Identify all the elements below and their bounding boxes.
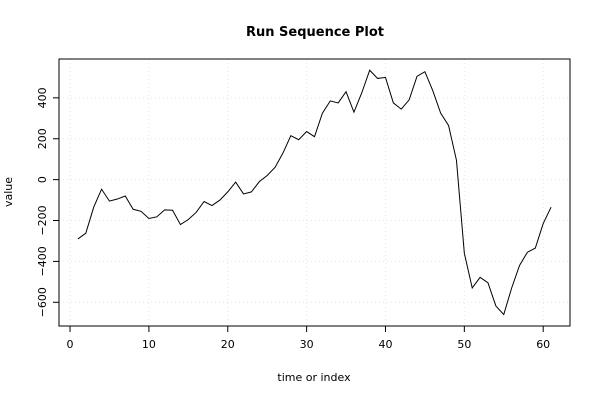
x-tick-label: 60 — [536, 338, 550, 351]
chart-title: Run Sequence Plot — [246, 25, 384, 40]
x-tick-label: 30 — [300, 338, 314, 351]
y-tick-label: −200 — [36, 205, 49, 235]
x-tick-label: 20 — [221, 338, 235, 351]
y-axis: −600 −400 −200 0 200 400 — [36, 87, 60, 317]
y-axis-label: value — [2, 177, 15, 207]
y-tick-label: 400 — [36, 87, 49, 108]
y-tick-label: −600 — [36, 287, 49, 317]
x-axis-label: time or index — [277, 371, 351, 384]
y-tick-label: −400 — [36, 246, 49, 276]
plot-frame — [58, 58, 571, 327]
x-tick-label: 10 — [142, 338, 156, 351]
series-line — [77, 69, 552, 316]
x-axis: 0 10 20 30 40 50 60 — [67, 325, 550, 351]
y-tick-label: 0 — [36, 176, 49, 183]
y-tick-label: 200 — [36, 128, 49, 149]
x-tick-label: 0 — [67, 338, 74, 351]
x-tick-label: 40 — [378, 338, 392, 351]
x-tick-label: 50 — [457, 338, 471, 351]
grid-layer — [59, 59, 570, 326]
